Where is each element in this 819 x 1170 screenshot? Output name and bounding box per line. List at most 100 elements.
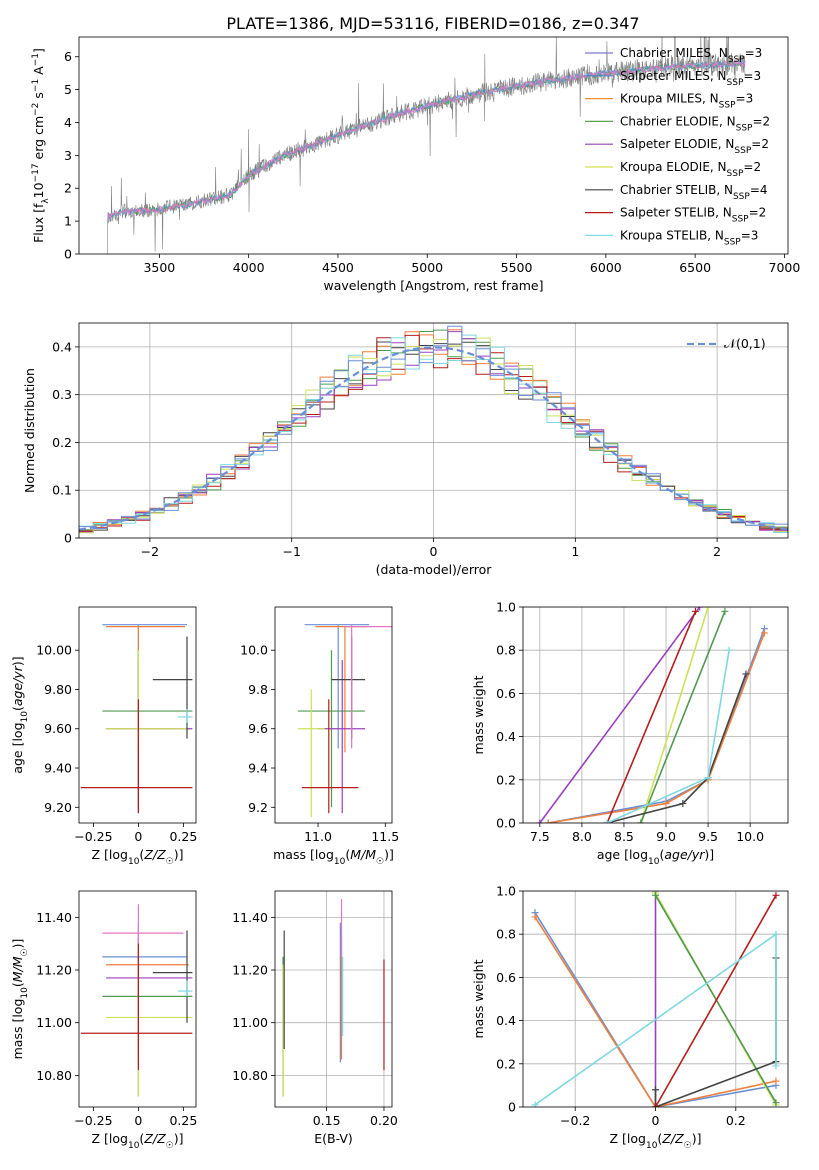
label-part: 10: [128, 857, 140, 867]
errorbar-point: [106, 660, 193, 814]
label-part: (: [657, 1131, 662, 1146]
y-tick-label: 0.1: [52, 483, 72, 498]
axes-frame: [78, 890, 197, 1108]
plot-area: [523, 891, 788, 1107]
errorbar-point: [106, 626, 186, 753]
y-tick-label: 10.80: [232, 1068, 268, 1083]
y-tick-label: 11.20: [36, 963, 72, 978]
x-axis-label: Z [log10(Z/Z☉)]: [92, 847, 184, 867]
histogram-step: [79, 325, 788, 529]
plot-area: [79, 323, 788, 538]
series-3: [652, 891, 659, 1107]
errorbar-point: [106, 943, 193, 1055]
series-marker: [725, 646, 733, 654]
series-marker: [760, 629, 768, 637]
y-tick-label: 3: [64, 148, 72, 163]
series-1: [544, 629, 768, 823]
legend-label: Kroupa STELIB, NSSP=3: [620, 228, 758, 247]
series-marker: [772, 1062, 780, 1070]
legend-item: Chabrier ELODIE, NSSP=2: [585, 114, 770, 133]
label-part: SSP: [733, 192, 750, 202]
y-tick-label: 9.60: [44, 721, 72, 736]
label-part: Kroupa STELIB, N: [620, 228, 724, 242]
label-part: 10: [20, 711, 30, 723]
label-part: Chabrier ELODIE, N: [620, 114, 736, 128]
errorbar-point: [304, 624, 370, 749]
y-tick-label: 9.4: [248, 761, 268, 776]
axes-frame: [522, 890, 789, 1108]
errorbar-point: [331, 636, 366, 739]
chart-residual-histogram: −2 −1 0 1 2 0 0.1 0.2 0.3 0.4 (data-model)/error No…: [22, 322, 789, 577]
x-tick-label: 4000: [233, 260, 265, 275]
y-tick-label: 11.00: [36, 1015, 72, 1030]
legend-item: Kroupa MILES, NSSP=3: [585, 92, 753, 111]
y-tick-label: 10.80: [36, 1068, 72, 1083]
label-part: Z [log: [92, 847, 128, 862]
label-part: )]: [692, 1131, 702, 1146]
x-tick-label: 5000: [411, 260, 443, 275]
errorbar-point: [344, 624, 392, 749]
y-tick-label: 4: [64, 115, 72, 130]
series-marker: [544, 819, 552, 823]
label-part: ☉: [166, 1141, 174, 1151]
x-axis-label: age [log10(age/yr)]: [597, 847, 714, 867]
x-tick-label: 0: [134, 829, 142, 844]
label-part: Z/Z: [661, 1131, 684, 1146]
x-tick-label: 1: [571, 544, 579, 559]
x-tick-label: 0: [652, 1113, 660, 1128]
y-axis-label: Flux [fλ10−17 erg cm−2 s−1 A−1]: [31, 48, 51, 243]
x-tick-label: 6500: [679, 260, 711, 275]
label-part: Chabrier STELIB, N: [620, 183, 733, 197]
x-tick-label: 2: [713, 544, 721, 559]
legend-label: Kroupa ELODIE, NSSP=2: [620, 160, 761, 179]
plot-area: [297, 624, 392, 818]
legend-item: Salpeter ELODIE, NSSP=2: [585, 137, 769, 156]
series-marker: [721, 607, 729, 615]
series-line: [640, 607, 709, 823]
y-tick-label: 6: [64, 49, 72, 64]
label-part: (: [345, 847, 350, 862]
label-part: M/M: [350, 847, 376, 862]
x-tick-label: 0.25: [169, 1113, 197, 1128]
label-part: 10: [646, 1141, 658, 1151]
plot-area: [523, 607, 788, 823]
label-part: Kroupa ELODIE, N: [620, 160, 727, 174]
x-axis-label: mass [log10(M/M☉)]: [273, 847, 394, 867]
series-marker: [652, 1103, 659, 1107]
label-part: λ: [41, 198, 51, 204]
series-marker: [531, 1101, 539, 1107]
label-part: A: [31, 66, 46, 79]
label-part: ☉: [20, 948, 30, 956]
label-part: =4: [750, 183, 768, 197]
legend-label: Salpeter MILES, NSSP=3: [620, 69, 761, 88]
label-part: Salpeter ELODIE, N: [620, 137, 734, 151]
errorbar-point: [106, 943, 189, 1060]
label-part: )]: [384, 847, 394, 862]
y-axis-label: Normed distribution: [22, 368, 37, 493]
y-tick-label: 11.20: [232, 963, 268, 978]
label-part: )]: [10, 656, 25, 666]
label-part: mass [log: [273, 847, 334, 862]
legend-item: Kroupa ELODIE, NSSP=2: [585, 160, 761, 179]
label-part: SSP: [732, 215, 749, 225]
errorbar-point: [80, 938, 193, 1071]
x-tick-label: 5500: [501, 260, 533, 275]
errorbar-point: [102, 904, 184, 944]
label-part: SSP: [727, 169, 744, 179]
label-part: )]: [10, 939, 25, 949]
x-tick-label: 8.5: [614, 829, 634, 844]
series-5: [603, 670, 750, 823]
series-marker: [772, 930, 780, 938]
series-marker: [652, 1086, 659, 1094]
label-part: erg cm: [31, 116, 46, 164]
chart-age-vs-mass: 11.0 11.5 9.2 9.4 9.6 9.8 10.0 mass [log10(M/M☉…: [240, 606, 399, 867]
x-tick-label: −0.25: [74, 829, 112, 844]
chart-spectrum: 3500 4000 4500 5000 5500 6000 6500 7000 0 1 2 3 4 5 6 w…: [31, 36, 800, 293]
label-part: age/yr: [664, 847, 705, 862]
series-2: [652, 891, 780, 1107]
series-3: [536, 607, 704, 823]
label-part: SSP: [734, 146, 751, 156]
y-axis-label: age [log10(age/yr)]: [10, 656, 30, 773]
y-tick-label: 5: [64, 82, 72, 97]
y-tick-label: 0.3: [52, 387, 72, 402]
